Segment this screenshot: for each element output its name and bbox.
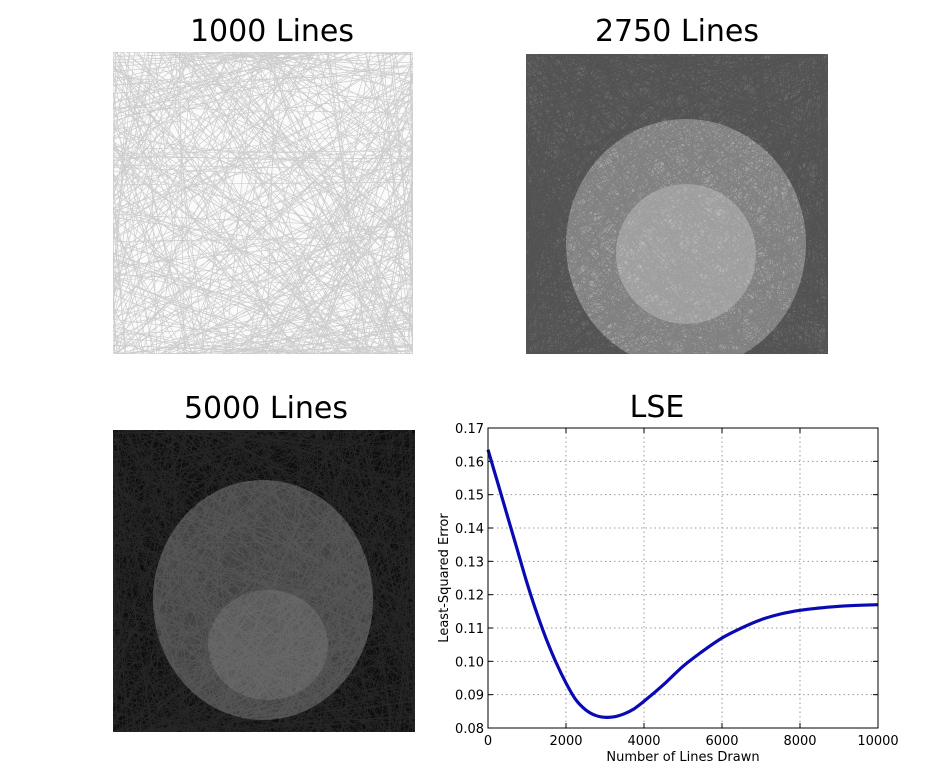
y-tick-label: 0.12: [455, 589, 484, 604]
lse-series-line: [486, 449, 879, 720]
string-lines: [526, 54, 828, 354]
y-tick-label: 0.09: [455, 689, 484, 704]
x-axis-label: Number of Lines Drawn: [606, 750, 759, 765]
x-tick-label: 4000: [627, 734, 660, 749]
x-tick-label: 0: [484, 734, 492, 749]
plot-frame: [487, 427, 879, 729]
string-art-5000-lines: [113, 430, 415, 732]
x-tick-label: 2000: [549, 734, 582, 749]
y-tick-label: 0.08: [455, 722, 484, 737]
y-tick-label: 0.17: [455, 422, 484, 437]
y-tick-label: 0.10: [455, 655, 484, 670]
y-tick-label: 0.16: [455, 455, 484, 470]
y-tick-label: 0.15: [455, 489, 484, 504]
panel-title-5000: 5000 Lines: [183, 391, 349, 426]
shading-region: [208, 590, 328, 700]
x-tick-label: 10000: [857, 734, 898, 749]
string-lines: [113, 430, 415, 732]
y-tick-label: 0.11: [455, 622, 484, 637]
y-axis-label: Least-Squared Error: [437, 513, 452, 643]
string-lines: [113, 52, 413, 354]
panel-title-2750: 2750 Lines: [594, 14, 760, 49]
string-art-1000-lines: [113, 52, 413, 354]
shading-region: [616, 184, 756, 324]
y-tick-label: 0.14: [455, 522, 484, 537]
lse-chart: 0 2000 4000 6000 8000 10000 0.08 0.09 0.10 0.11 0.…: [437, 422, 899, 765]
chart-title: LSE: [629, 390, 685, 425]
shading-region: [566, 119, 806, 354]
string-art-2750-lines: [526, 54, 828, 354]
y-tick-label: 0.13: [455, 555, 484, 570]
shading-region: [153, 480, 373, 720]
x-tick-label: 6000: [705, 734, 738, 749]
x-tick-label: 8000: [783, 734, 816, 749]
panel-title-1000: 1000 Lines: [189, 14, 355, 49]
chart-ticks: 0 2000 4000 6000 8000 10000 0.08 0.09 0.10 0.11 0.…: [455, 422, 899, 749]
string-art-canvas-1000: [113, 52, 413, 354]
string-art-canvas-2750: [526, 54, 828, 354]
string-art-canvas-5000: [113, 430, 415, 732]
chart-grid: [487, 427, 879, 729]
